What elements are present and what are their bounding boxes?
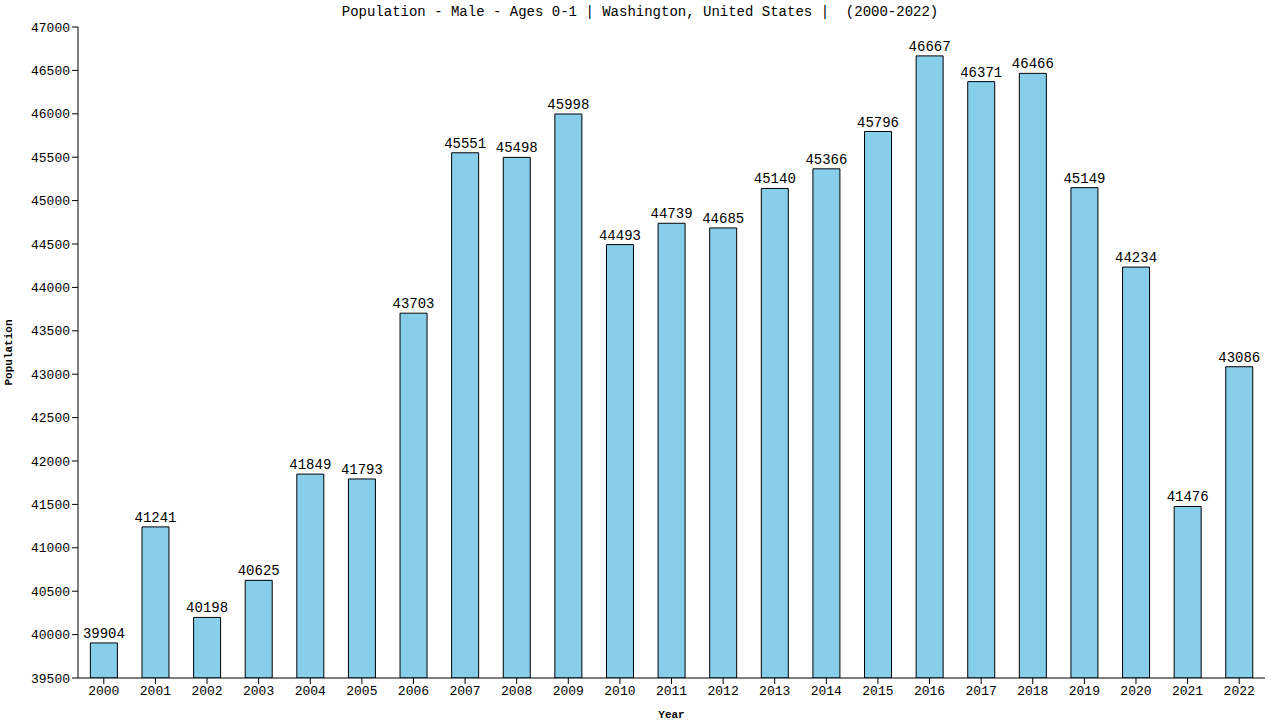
- svg-text:2003: 2003: [243, 684, 274, 699]
- svg-text:41241: 41241: [134, 510, 176, 526]
- svg-text:45140: 45140: [754, 171, 796, 187]
- svg-text:46466: 46466: [1012, 56, 1054, 72]
- svg-text:40500: 40500: [31, 585, 70, 600]
- svg-text:45498: 45498: [496, 140, 538, 156]
- svg-text:46371: 46371: [960, 65, 1002, 81]
- svg-text:43000: 43000: [31, 368, 70, 383]
- svg-text:46667: 46667: [909, 39, 951, 55]
- svg-text:2002: 2002: [191, 684, 222, 699]
- svg-text:2000: 2000: [88, 684, 119, 699]
- svg-text:45796: 45796: [857, 115, 899, 131]
- svg-text:2015: 2015: [862, 684, 893, 699]
- svg-text:2004: 2004: [295, 684, 326, 699]
- svg-text:44493: 44493: [599, 228, 641, 244]
- svg-text:46500: 46500: [31, 64, 70, 79]
- svg-text:2010: 2010: [604, 684, 635, 699]
- svg-text:41849: 41849: [289, 457, 331, 473]
- svg-text:2013: 2013: [759, 684, 790, 699]
- svg-text:43703: 43703: [393, 296, 435, 312]
- svg-text:42000: 42000: [31, 455, 70, 470]
- html-text:Population - Male - Ages 0-1 |: Population - Male - Ages 0-1 | Washingto…: [341, 4, 939, 20]
- svg-text:2005: 2005: [346, 684, 377, 699]
- svg-text:40198: 40198: [186, 600, 228, 616]
- svg-text:47000: 47000: [31, 21, 70, 36]
- svg-text:43086: 43086: [1218, 350, 1260, 366]
- svg-text:2007: 2007: [449, 684, 480, 699]
- svg-text:Population: Population: [8, 319, 15, 385]
- svg-text:2001: 2001: [140, 684, 171, 699]
- svg-text:Year: Year: [658, 709, 684, 720]
- svg-text:2006: 2006: [398, 684, 429, 699]
- svg-text:44500: 44500: [31, 238, 70, 253]
- svg-text:2017: 2017: [966, 684, 997, 699]
- svg-text:39904: 39904: [83, 626, 125, 642]
- svg-text:41000: 41000: [31, 541, 70, 556]
- svg-text:40000: 40000: [31, 628, 70, 643]
- svg-text:2012: 2012: [707, 684, 738, 699]
- svg-text:40625: 40625: [238, 563, 280, 579]
- svg-text:44739: 44739: [651, 206, 693, 222]
- svg-text:45000: 45000: [31, 194, 70, 209]
- svg-text:2011: 2011: [656, 684, 687, 699]
- svg-text:45998: 45998: [547, 97, 589, 113]
- svg-text:2022: 2022: [1224, 684, 1255, 699]
- svg-text:41500: 41500: [31, 498, 70, 513]
- svg-text:44234: 44234: [1115, 250, 1157, 266]
- svg-text:2014: 2014: [811, 684, 842, 699]
- svg-text:43500: 43500: [31, 324, 70, 339]
- svg-text:41793: 41793: [341, 462, 383, 478]
- svg-text:2018: 2018: [1017, 684, 1048, 699]
- svg-text:2016: 2016: [914, 684, 945, 699]
- svg-text:41476: 41476: [1167, 489, 1209, 505]
- svg-text:45149: 45149: [1063, 171, 1105, 187]
- svg-text:2019: 2019: [1069, 684, 1100, 699]
- svg-text:45500: 45500: [31, 151, 70, 166]
- svg-text:2009: 2009: [553, 684, 584, 699]
- svg-text:2020: 2020: [1120, 684, 1151, 699]
- svg-text:39500: 39500: [31, 672, 70, 687]
- svg-text:45551: 45551: [444, 136, 486, 152]
- svg-text:44685: 44685: [702, 211, 744, 227]
- svg-text:45366: 45366: [805, 152, 847, 168]
- svg-text:46000: 46000: [31, 107, 70, 122]
- svg-text:2008: 2008: [501, 684, 532, 699]
- svg-text:44000: 44000: [31, 281, 70, 296]
- svg-text:42500: 42500: [31, 411, 70, 426]
- svg-text:2021: 2021: [1172, 684, 1203, 699]
